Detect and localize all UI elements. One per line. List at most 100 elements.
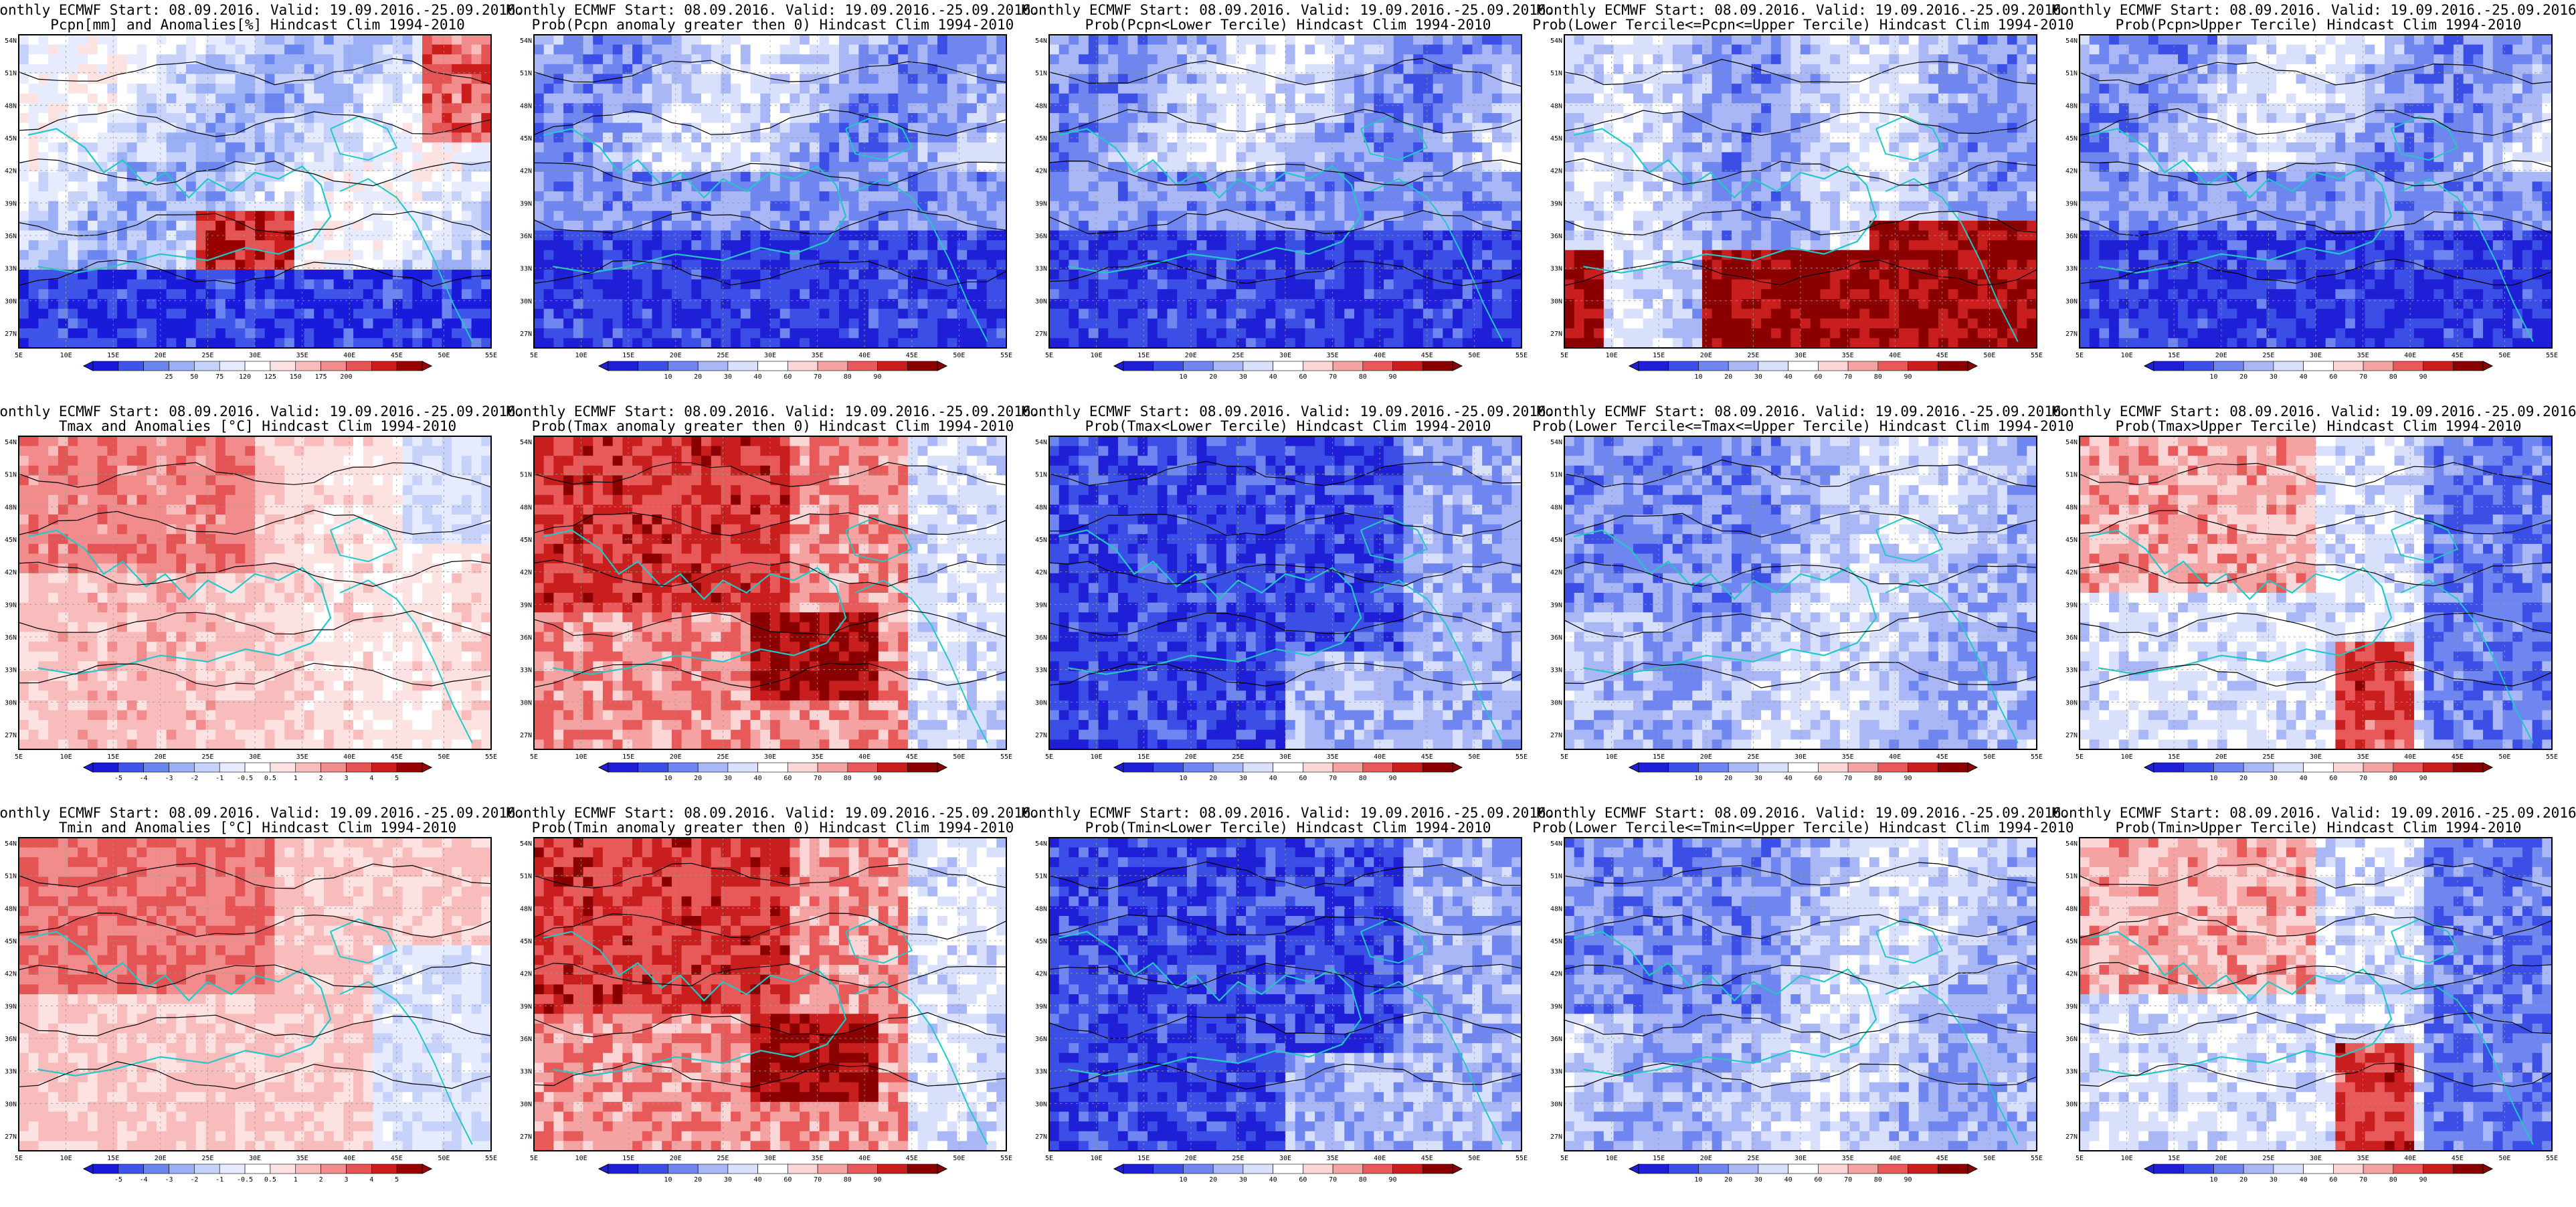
lon-tick-label: 35E (2357, 1155, 2369, 1162)
colorbar-tick-label: -5 (114, 775, 122, 782)
lat-tick-label: 45N (2065, 938, 2078, 945)
lat-tick-label: 42N (1035, 569, 1047, 577)
map-shading (1049, 436, 1522, 750)
colorbar-tick-label: 2 (319, 775, 323, 782)
colorbar-tick-label: 70 (814, 373, 822, 381)
colorbar-tick-label: 70 (1329, 1176, 1337, 1184)
lon-tick-label: 30E (1279, 1155, 1291, 1162)
lon-tick-label: 15E (622, 352, 634, 359)
colorbar-tick-label: -0.5 (237, 1176, 253, 1184)
colorbar-tick-label: 80 (2389, 1176, 2397, 1184)
lat-tick-label: 48N (520, 504, 532, 511)
lat-tick-label: 39N (5, 200, 17, 207)
lat-tick-label: 39N (1035, 601, 1047, 609)
lon-tick-label: 25E (2262, 1155, 2274, 1162)
lon-tick-label: 25E (2262, 753, 2274, 761)
lat-tick-label: 33N (5, 1069, 17, 1076)
lat-tick-label: 45N (5, 135, 17, 143)
lon-tick-label: 5E (1045, 753, 1053, 761)
colorbar-tick-label: 10 (1179, 373, 1187, 381)
lat-tick-label: 39N (1035, 200, 1047, 207)
lon-tick-label: 30E (764, 352, 776, 359)
lat-tick-label: 36N (1035, 233, 1047, 240)
lon-tick-label: 50E (438, 753, 450, 761)
lat-tick-label: 33N (1550, 667, 1562, 674)
lon-tick-label: 55E (2546, 1155, 2558, 1162)
lon-tick-label: 45E (2452, 352, 2464, 359)
map-panel: Monthly ECMWF Start: 08.09.2016. Valid: … (507, 805, 1040, 1184)
colorbar-tick-label: 90 (874, 373, 882, 381)
map-shading (2080, 35, 2553, 349)
lat-tick-label: 51N (1550, 70, 1562, 78)
lon-tick-label: 45E (391, 753, 403, 761)
lon-tick-label: 20E (2215, 352, 2227, 359)
lon-tick-label: 10E (575, 753, 587, 761)
lat-tick-label: 51N (520, 472, 532, 479)
colorbar-tick-label: 10 (1694, 1176, 1702, 1184)
lon-tick-label: 50E (2498, 753, 2510, 761)
lat-tick-label: 48N (1550, 102, 1562, 110)
lon-tick-label: 45E (1421, 1155, 1433, 1162)
lat-tick-label: 30N (5, 1101, 17, 1108)
lon-tick-label: 5E (2076, 753, 2084, 761)
map-shading (19, 838, 492, 1151)
colorbar-tick-label: 80 (2389, 373, 2397, 381)
lat-tick-label: 42N (5, 971, 17, 978)
colorbar-tick-label: -1 (215, 1176, 223, 1184)
map-shading (1564, 436, 2037, 750)
lat-tick-label: 42N (1550, 971, 1562, 978)
lon-tick-label: 35E (812, 1155, 824, 1162)
colorbar-tick-label: 80 (1874, 775, 1882, 782)
lat-tick-label: 33N (2065, 667, 2078, 674)
lon-tick-label: 40E (343, 753, 355, 761)
lon-tick-label: 50E (1983, 1155, 1995, 1162)
lat-tick-label: 27N (2065, 1133, 2078, 1141)
colorbar-tick-label: 10 (664, 1176, 672, 1184)
lat-tick-label: 54N (2065, 37, 2078, 45)
lat-tick-label: 51N (520, 873, 532, 880)
colorbar-tick-label: 1 (294, 1176, 298, 1184)
lat-tick-label: 33N (1035, 667, 1047, 674)
lat-tick-label: 54N (1550, 439, 1562, 446)
panel-subtitle: Prob(Tmax>Upper Tercile) Hindcast Clim 1… (2116, 418, 2522, 434)
lat-tick-label: 33N (2065, 1069, 2078, 1076)
lat-tick-label: 42N (520, 569, 532, 577)
lat-tick-label: 36N (5, 634, 17, 642)
colorbar-tick-label: 25 (165, 373, 173, 381)
map-panel: Monthly ECMWF Start: 08.09.2016. Valid: … (2052, 805, 2576, 1184)
map-panel: Monthly ECMWF Start: 08.09.2016. Valid: … (2052, 403, 2576, 782)
lon-tick-label: 50E (1468, 753, 1480, 761)
lat-tick-label: 42N (1035, 168, 1047, 175)
lon-tick-label: 45E (1936, 352, 1948, 359)
lat-tick-label: 30N (1035, 699, 1047, 707)
lat-tick-label: 45N (1550, 135, 1562, 143)
lat-tick-label: 45N (2065, 135, 2078, 143)
colorbar-tick-label: 30 (1754, 775, 1762, 782)
lat-tick-label: 27N (5, 331, 17, 338)
lon-tick-label: 5E (1560, 753, 1568, 761)
lat-tick-label: 54N (5, 439, 17, 446)
panel-title: Monthly ECMWF Start: 08.09.2016. Valid: … (1537, 2, 2070, 18)
colorbar-tick-label: 30 (724, 373, 732, 381)
lon-tick-label: 5E (530, 352, 538, 359)
colorbar-tick-label: 20 (1724, 1176, 1732, 1184)
lon-tick-label: 35E (1842, 352, 1854, 359)
lat-tick-label: 33N (520, 266, 532, 273)
colorbar-tick-label: 60 (2329, 1176, 2337, 1184)
colorbar-tick-label: 60 (1814, 775, 1822, 782)
colorbar-tick-label: -3 (165, 775, 173, 782)
colorbar-tick-label: 75 (215, 373, 223, 381)
lat-tick-label: 39N (1550, 200, 1562, 207)
lon-tick-label: 55E (2031, 753, 2043, 761)
lon-tick-label: 30E (1279, 753, 1291, 761)
colorbar-tick-label: 10 (1179, 1176, 1187, 1184)
lat-tick-label: 39N (1550, 601, 1562, 609)
lon-tick-label: 20E (1185, 753, 1197, 761)
colorbar-tick-label: 70 (2359, 775, 2367, 782)
lon-tick-label: 30E (1795, 1155, 1807, 1162)
colorbar-tick-label: 70 (1844, 775, 1852, 782)
